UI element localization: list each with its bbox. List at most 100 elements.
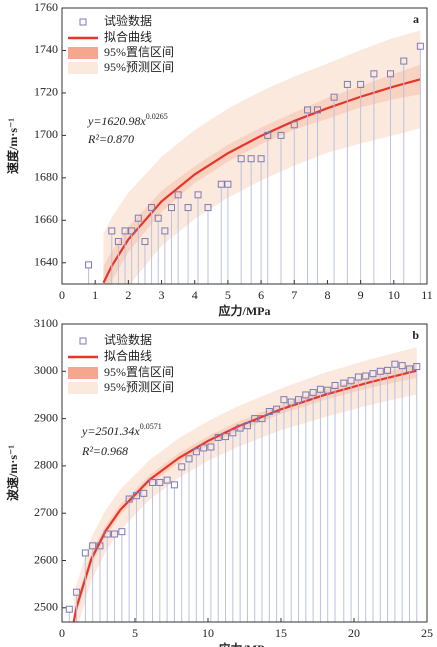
legend-label: 95%置信区间 — [104, 365, 174, 379]
data-point — [207, 443, 215, 451]
data-point — [257, 155, 265, 163]
x-tick-label: 7 — [291, 288, 297, 302]
legend-marker — [68, 382, 98, 394]
y-tick-label: 1760 — [34, 0, 58, 14]
data-point — [314, 106, 321, 114]
data-point — [369, 370, 377, 378]
data-point — [81, 549, 89, 557]
data-point — [229, 429, 237, 437]
data-point — [125, 495, 133, 503]
data-point — [89, 542, 97, 550]
y-tick-label: 1740 — [34, 42, 58, 56]
data-point — [251, 415, 259, 423]
data-point — [280, 396, 288, 404]
data-point — [391, 360, 399, 368]
x-tick-label: 25 — [421, 626, 433, 640]
data-point — [357, 80, 365, 88]
axes-frame — [61, 323, 428, 623]
x-tick-label: 11 — [421, 288, 433, 302]
axes-frame — [61, 7, 428, 285]
legend-label: 试验数据 — [104, 13, 152, 28]
data-point — [217, 180, 225, 188]
data-point — [416, 42, 424, 50]
data-point — [161, 227, 169, 235]
data-point — [324, 386, 332, 394]
legend-label: 试验数据 — [104, 332, 152, 347]
y-tick-label: 1680 — [34, 170, 58, 184]
plot-area — [65, 347, 421, 622]
y-tick-label: 2900 — [34, 410, 58, 424]
data-point — [400, 57, 408, 65]
data-point — [174, 191, 182, 199]
data-point — [132, 492, 140, 500]
fit-curve — [72, 369, 418, 622]
data-point — [170, 481, 178, 489]
equation-exponent: 0.0571 — [140, 422, 162, 431]
legend-label: 95%预测区间 — [104, 380, 174, 394]
data-point — [178, 463, 186, 471]
data-point — [73, 588, 81, 596]
data-point — [140, 489, 148, 497]
legend-marker — [79, 18, 87, 26]
legend-marker — [68, 62, 98, 74]
data-point — [290, 121, 298, 129]
r-squared: R²=0.968 — [81, 444, 128, 458]
y-tick-label: 1640 — [34, 255, 58, 269]
legend-marker — [68, 47, 98, 59]
data-point — [141, 238, 149, 246]
x-axis-label: 应力/MPa — [219, 641, 271, 647]
data-point — [194, 191, 202, 199]
data-point — [316, 385, 324, 393]
data-point — [362, 372, 370, 380]
x-axis-label: 应力/MPa — [219, 303, 271, 318]
data-point — [148, 204, 156, 212]
data-point — [192, 448, 200, 456]
data-point — [387, 70, 394, 78]
x-tick-label: 15 — [275, 626, 287, 640]
data-point — [343, 80, 351, 88]
x-tick-label: 4 — [192, 288, 198, 302]
y-tick-label: 1660 — [34, 212, 58, 226]
x-tick-label: 0 — [59, 288, 65, 302]
data-point — [384, 366, 392, 374]
x-tick-label: 6 — [258, 288, 264, 302]
y-tick-label: 2800 — [34, 458, 58, 472]
x-tick-label: 9 — [358, 288, 364, 302]
data-point — [277, 131, 285, 139]
data-point — [330, 93, 338, 101]
data-point — [347, 377, 355, 385]
data-point — [370, 70, 378, 78]
x-tick-label: 5 — [132, 626, 138, 640]
data-point — [128, 227, 136, 235]
data-point — [405, 365, 413, 373]
panel-label: b — [412, 328, 419, 342]
data-point — [149, 478, 157, 486]
data-point — [264, 131, 272, 139]
data-point — [204, 204, 212, 212]
fit-curve — [102, 78, 421, 284]
y-tick-label: 3100 — [34, 316, 58, 330]
data-point — [413, 363, 421, 371]
data-point — [163, 476, 171, 484]
data-point — [237, 155, 245, 163]
legend-marker — [68, 367, 98, 379]
equation-exponent: 0.0265 — [146, 112, 168, 121]
y-tick-label: 2700 — [34, 505, 58, 519]
legend-label: 95%预测区间 — [104, 60, 174, 74]
data-point — [65, 605, 73, 613]
data-point — [134, 214, 142, 222]
data-point — [168, 204, 175, 212]
data-point — [258, 415, 266, 423]
data-point — [200, 444, 208, 452]
equation-base: y=1620.98x — [87, 114, 146, 128]
data-point — [121, 227, 129, 235]
legend-label: 95%置信区间 — [104, 45, 174, 59]
data-point — [287, 398, 295, 406]
x-tick-label: 2 — [125, 288, 131, 302]
data-point — [309, 389, 317, 397]
data-point — [224, 180, 232, 188]
legend-marker — [79, 337, 87, 345]
equation: y=2501.34x0.0571 — [81, 422, 162, 438]
data-point — [103, 530, 111, 538]
